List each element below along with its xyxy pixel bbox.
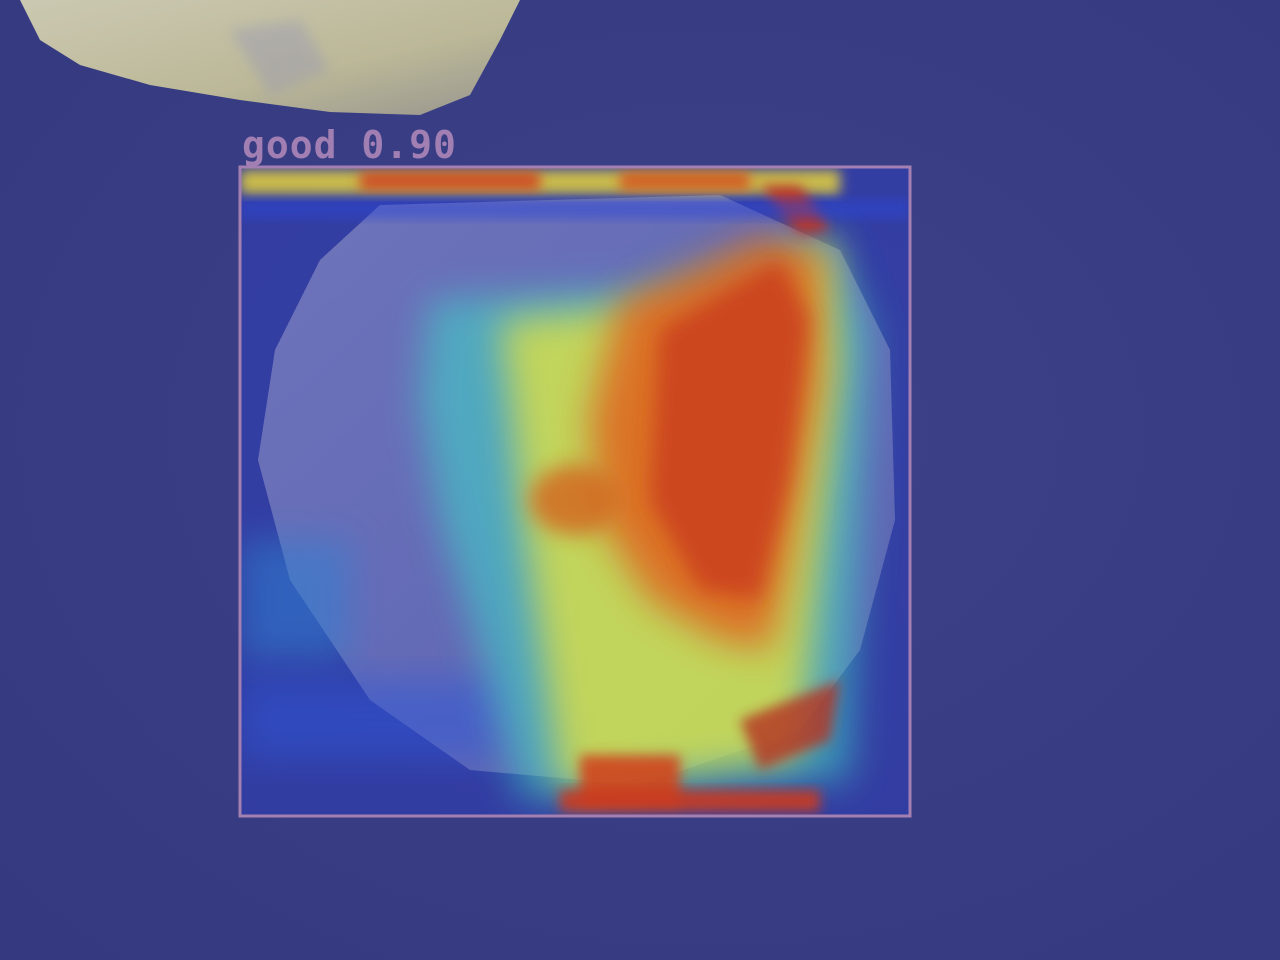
confidence-score: 0.90 — [361, 123, 457, 167]
detection-label: good 0.90 — [242, 126, 457, 164]
detection-box — [238, 165, 912, 818]
class-label: good — [242, 123, 338, 167]
activation-heatmap — [240, 167, 910, 816]
